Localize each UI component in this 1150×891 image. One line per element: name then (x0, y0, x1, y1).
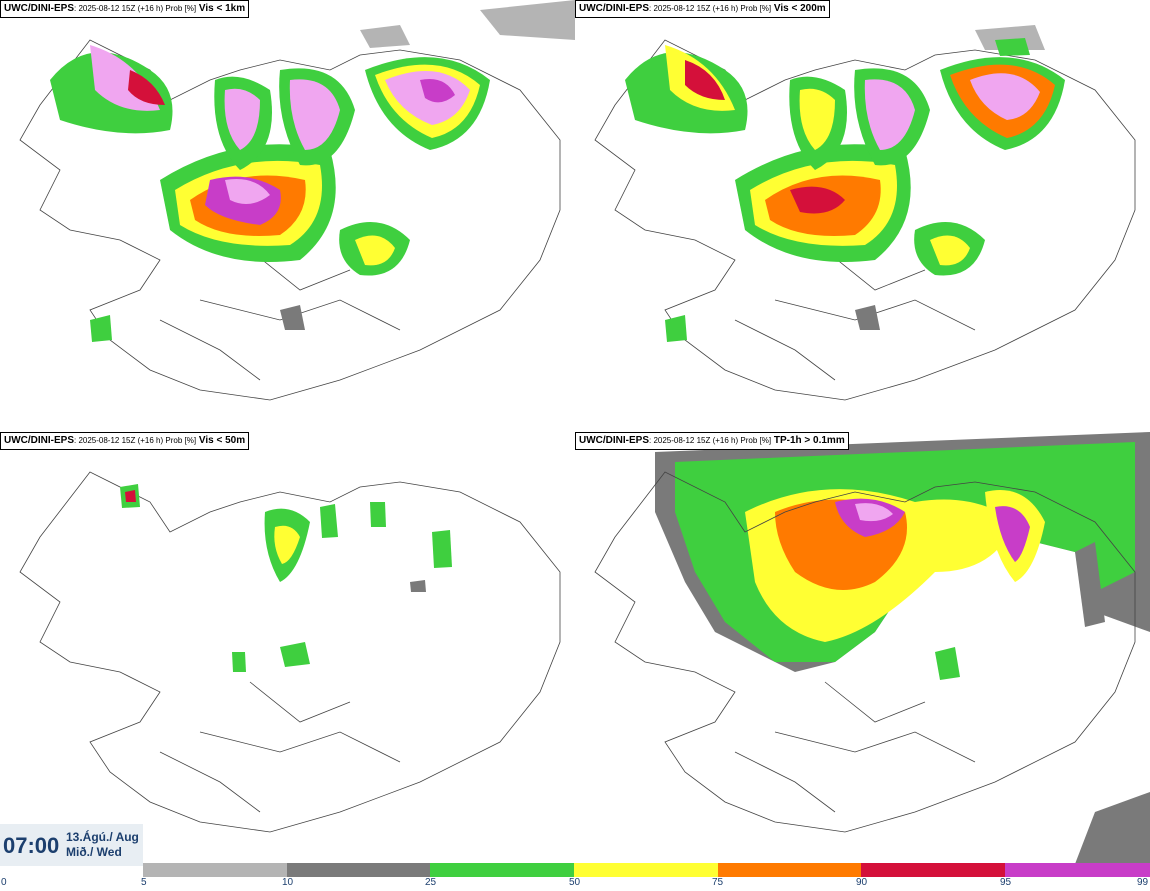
panel-title: UWC/DINI-EPS: 2025-08-12 15Z (+16 h) Pro… (575, 0, 830, 18)
legend-segment-95-99 (1005, 863, 1150, 877)
coastline (594, 39, 1136, 401)
run-info: : 2025-08-12 15Z (+16 h) Prob [%] (649, 436, 772, 445)
model-name: UWC/DINI-EPS (4, 435, 74, 446)
valid-date: 13.Ágú./ Aug Mið./ Wed (66, 830, 139, 860)
run-info: : 2025-08-12 15Z (+16 h) Prob [%] (649, 4, 772, 13)
valid-time: 07:00 (3, 833, 60, 858)
model-name: UWC/DINI-EPS (4, 3, 74, 14)
probability-fields (50, 0, 575, 342)
legend-tick: 75 (712, 877, 724, 888)
map-panel-vis-200m: UWC/DINI-EPS: 2025-08-12 15Z (+16 h) Pro… (575, 0, 1150, 432)
legend-segment-75-90 (718, 863, 861, 877)
legend-segment-50-75 (574, 863, 718, 877)
map-panel-vis-1km: UWC/DINI-EPS: 2025-08-12 15Z (+16 h) Pro… (0, 0, 575, 432)
legend-segment-10-25 (287, 863, 430, 877)
legend-tick: 95 (1000, 877, 1012, 888)
run-info: : 2025-08-12 15Z (+16 h) Prob [%] (74, 4, 197, 13)
legend-tick: 25 (425, 877, 437, 888)
map-panel-tp-1h: UWC/DINI-EPS: 2025-08-12 15Z (+16 h) Pro… (575, 432, 1150, 864)
iceland-map (19, 471, 561, 833)
panel-title: UWC/DINI-EPS: 2025-08-12 15Z (+16 h) Pro… (0, 0, 250, 18)
valid-time-box: 07:00 13.Ágú./ Aug Mið./ Wed (0, 824, 143, 866)
iceland-map (594, 432, 1150, 864)
probability-fields (625, 25, 1065, 342)
model-name: UWC/DINI-EPS (579, 3, 649, 14)
probability-fields (120, 484, 452, 672)
map-panel-vis-50m: UWC/DINI-EPS: 2025-08-12 15Z (+16 h) Pro… (0, 432, 575, 864)
legend-segment-90-95 (861, 863, 1005, 877)
iceland-map (594, 25, 1136, 401)
variable-name: Vis < 200m (773, 3, 826, 14)
legend-ticks: 0 5 10 25 50 75 90 95 99 (0, 877, 1150, 891)
legend-tick: 90 (856, 877, 868, 888)
coastline (19, 39, 561, 401)
legend-tick: 10 (282, 877, 294, 888)
legend-tick: 0 (1, 877, 7, 888)
color-legend (143, 863, 1150, 877)
legend-segment-25-50 (430, 863, 574, 877)
panel-title: UWC/DINI-EPS: 2025-08-12 15Z (+16 h) Pro… (0, 432, 250, 450)
valid-date-line1: 13.Ágú./ Aug (66, 830, 139, 844)
run-info: : 2025-08-12 15Z (+16 h) Prob [%] (74, 436, 197, 445)
panel-title: UWC/DINI-EPS: 2025-08-12 15Z (+16 h) Pro… (575, 432, 849, 450)
variable-name: Vis < 50m (198, 435, 246, 446)
model-name: UWC/DINI-EPS (579, 435, 649, 446)
iceland-map (19, 0, 575, 401)
coastline (19, 471, 561, 833)
variable-name: Vis < 1km (198, 3, 246, 14)
valid-date-line2: Mið./ Wed (66, 845, 122, 859)
legend-tick: 50 (569, 877, 581, 888)
legend-tick: 5 (141, 877, 147, 888)
legend-segment-5-10 (143, 863, 287, 877)
probability-fields (655, 432, 1150, 864)
legend-tick: 99 (1137, 877, 1149, 888)
variable-name: TP-1h > 0.1mm (773, 435, 845, 446)
coastline (594, 471, 1136, 833)
